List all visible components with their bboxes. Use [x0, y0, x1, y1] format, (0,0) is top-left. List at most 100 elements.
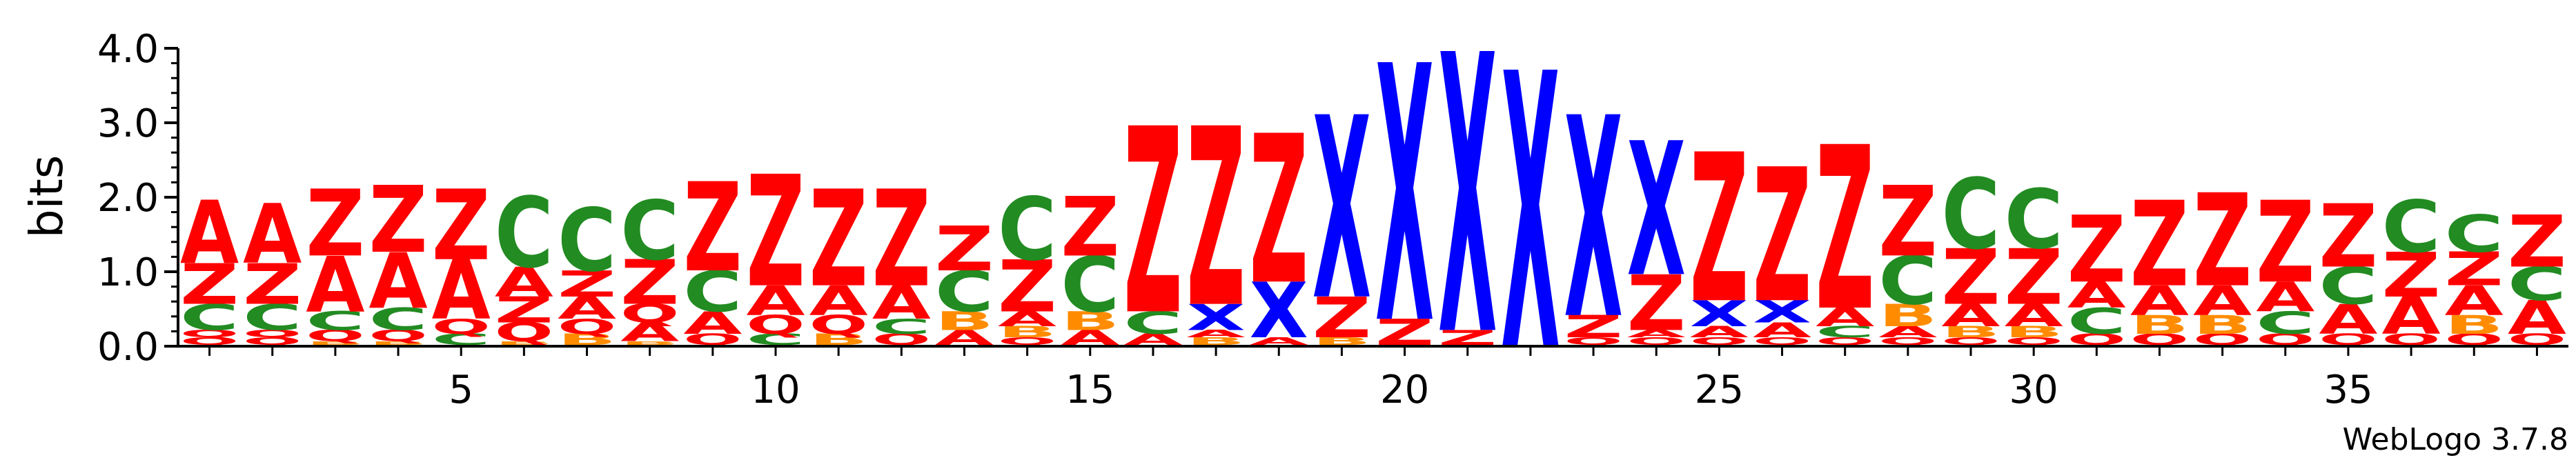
logo-letter-q: Q: [558, 315, 616, 339]
logo-letter-z: Z: [243, 252, 302, 317]
logo-letter-x: X: [1312, 65, 1371, 356]
logo-letter-q: Q: [1690, 335, 1749, 347]
logo-letter-z: Z: [306, 170, 364, 277]
logo-axes: 0.0 1.0 2.0 3.0 4.0 5 10 15 20 25 30 35 bits: [20, 27, 2568, 412]
logo-letter-c: C: [1816, 323, 1874, 341]
logo-letter-a: A: [1941, 298, 2000, 334]
logo-letter-q: Q: [620, 299, 679, 328]
logo-letter-b: B: [495, 340, 553, 346]
logo-letter-a: A: [180, 182, 239, 283]
logo-letter-c: C: [998, 179, 1056, 280]
x-tick-label: 5: [449, 368, 473, 412]
logo-letter-q: Q: [998, 335, 1056, 347]
logo-letter-z: Z: [1816, 99, 1874, 361]
logo-letter-z: Z: [558, 263, 616, 305]
logo-letter-c: C: [180, 297, 239, 339]
logo-letter-a: A: [1878, 323, 1938, 341]
x-tick-label: 30: [2009, 368, 2058, 412]
logo-letter-b: B: [1187, 335, 1246, 347]
logo-letter-a: A: [2005, 298, 2063, 334]
logo-letter-z: Z: [620, 247, 679, 319]
logo-letter-z: Z: [2067, 196, 2126, 303]
logo-letter-q: Q: [243, 328, 302, 340]
logo-letter-a: A: [2445, 277, 2504, 325]
logo-letter-z: Z: [683, 157, 742, 299]
logo-letter-c: C: [2445, 205, 2504, 264]
logo-letter-z: Z: [998, 246, 1056, 329]
logo-letter-z: Z: [1187, 78, 1246, 362]
logo-letter-c: C: [495, 177, 553, 290]
logo-letter-c: C: [2508, 258, 2566, 311]
logo-letter-c: C: [872, 314, 931, 339]
logo-letter-q: Q: [180, 328, 239, 340]
footer-credit: WebLogo 3.7.8: [2343, 422, 2568, 457]
logo-letter-c: C: [368, 301, 427, 337]
x-tick-label: 25: [1695, 368, 1744, 412]
logo-letter-b: B: [1061, 306, 1119, 336]
logo-letter-c: C: [2256, 305, 2314, 341]
logo-letter-z: Z: [2319, 186, 2377, 288]
logo-letter-a: A: [243, 187, 302, 282]
logo-letter-c: C: [620, 183, 679, 279]
logo-letter-c: C: [1878, 243, 1937, 320]
logo-letter-a: A: [2130, 277, 2189, 325]
logo-letter-q: Q: [1941, 335, 2000, 347]
logo-letter-a: A: [683, 306, 742, 341]
logo-letter-q: Q: [1564, 335, 1622, 347]
logo-letter-q: Q: [180, 335, 239, 347]
y-tick-label: 1.0: [97, 250, 159, 295]
logo-letter-b: B: [2130, 310, 2189, 340]
logo-letter-q: Q: [432, 315, 491, 339]
logo-letter-z: Z: [432, 170, 491, 283]
logo-letter-z: Z: [495, 290, 553, 331]
logo-letter-z: Z: [1941, 233, 2000, 322]
logo-letter-b: B: [2005, 323, 2063, 341]
logo-letter-z: Z: [935, 213, 994, 285]
logo-letter-a: A: [558, 290, 616, 326]
logo-letter-q: Q: [1627, 335, 1686, 347]
logo-letter-q: Q: [495, 317, 553, 347]
logo-letter-a: A: [809, 277, 868, 325]
x-tick-label: 35: [2323, 368, 2372, 412]
x-axis-ticks: 5 10 15 20 25 30 35: [208, 346, 2538, 412]
logo-letter-b: B: [368, 340, 427, 346]
x-tick-label: 10: [751, 368, 800, 412]
logo-letter-c: C: [2319, 257, 2377, 316]
logo-letter-c: C: [1941, 159, 2000, 272]
logo-letter-x: X: [1438, 0, 1497, 421]
logo-letter-b: B: [306, 340, 364, 346]
logo-letter-a: A: [620, 318, 680, 348]
logo-letter-x: X: [1250, 267, 1308, 356]
logo-letter-c: C: [306, 306, 364, 336]
logo-letter-a: A: [2067, 274, 2127, 316]
logo-letter-a: A: [368, 237, 427, 327]
y-tick-label: 2.0: [97, 176, 159, 221]
logo-letter-z: Z: [1123, 74, 1182, 372]
y-axis-ticks: 0.0 1.0 2.0 3.0 4.0: [97, 27, 178, 370]
logo-letter-c: C: [558, 190, 616, 292]
logo-letter-a: A: [1753, 319, 1811, 343]
logo-letter-a: A: [2382, 287, 2441, 346]
y-tick-label: 3.0: [97, 101, 159, 146]
x-tick-label: 20: [1380, 368, 1429, 412]
y-tick-label: 4.0: [97, 27, 159, 72]
logo-letter-b: B: [935, 306, 994, 336]
logo-letter-z: Z: [2445, 243, 2504, 297]
logo-letter-b: B: [1878, 298, 1937, 334]
logo-letter-q: Q: [1816, 335, 1874, 347]
logo-letter-z: Z: [809, 162, 868, 317]
logo-letter-x: X: [1690, 294, 1749, 335]
logo-letter-z: Z: [1312, 285, 1371, 350]
logo-letter-stacks: QQCZAQQCZABQCAZBQCAZCQAZBQZACBQAZCBAQZCQ…: [180, 0, 2566, 434]
logo-letter-b: B: [1312, 335, 1371, 347]
logo-letter-a: A: [1816, 303, 1875, 332]
logo-letter-a: A: [872, 277, 931, 330]
logo-letter-z: Z: [1061, 180, 1119, 275]
logo-letter-x: X: [1375, 0, 1434, 403]
logo-letter-c: C: [2005, 172, 2063, 268]
logo-letter-b: B: [1941, 323, 2000, 341]
logo-letter-a: A: [998, 307, 1056, 331]
logo-letter-z: Z: [2382, 239, 2441, 311]
logo-letter-a: A: [306, 241, 364, 330]
